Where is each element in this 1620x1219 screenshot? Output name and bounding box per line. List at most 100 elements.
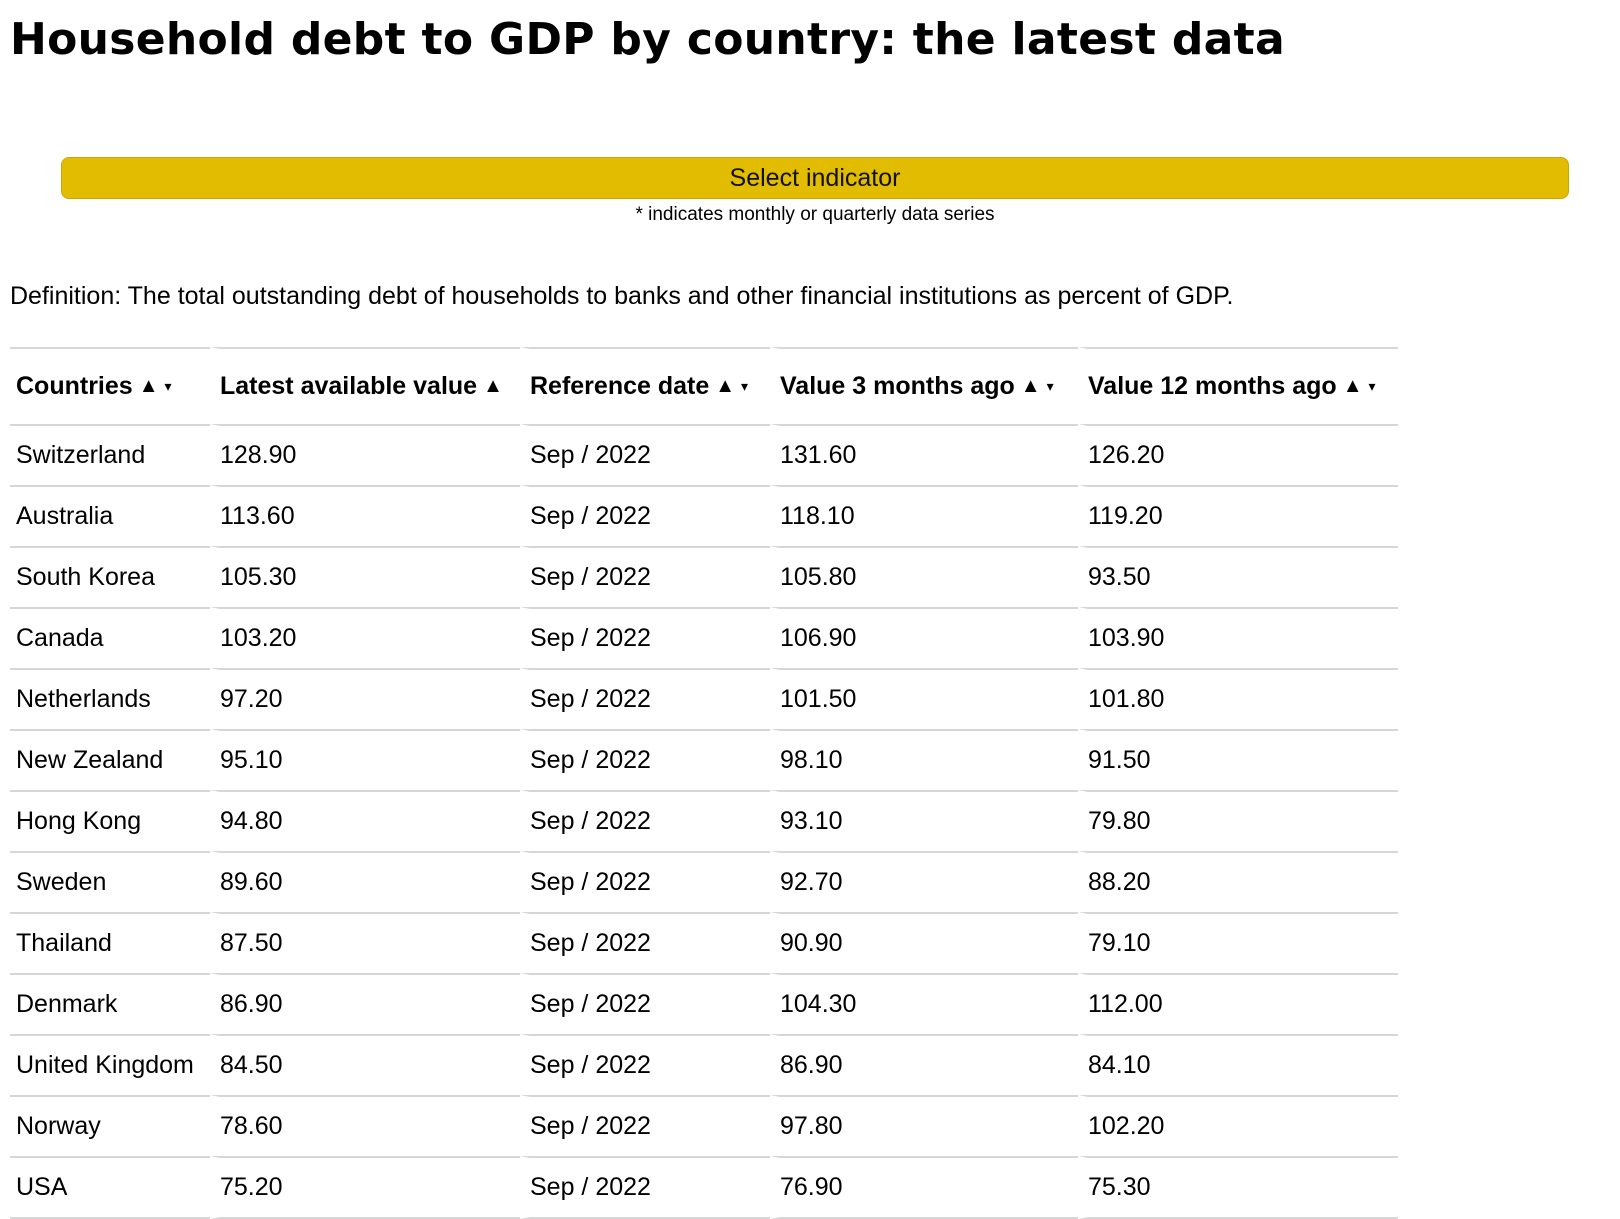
table-row: Australia 113.60 Sep / 2022 118.10 119.2…	[10, 485, 1398, 546]
household-debt-table: Countries ▲ ▾ Latest available value ▲ R…	[10, 347, 1398, 1219]
table-row: Denmark 86.90 Sep / 2022 104.30 112.00	[10, 973, 1398, 1034]
sort-descending-icon[interactable]: ▾	[1046, 378, 1054, 394]
sort-ascending-icon[interactable]: ▲	[715, 375, 736, 397]
cell-country: Netherlands	[10, 668, 210, 729]
cell-country: New Zealand	[10, 729, 210, 790]
column-header-reference-date[interactable]: Reference date ▲ ▾	[520, 347, 770, 424]
cell-value-12-months: 75.30	[1078, 1156, 1398, 1219]
cell-latest-value: 113.60	[210, 485, 520, 546]
cell-country: Australia	[10, 485, 210, 546]
cell-reference-date: Sep / 2022	[520, 973, 770, 1034]
column-header-label: Reference date	[530, 372, 710, 400]
indicator-definition: Definition: The total outstanding debt o…	[10, 282, 1234, 310]
cell-value-12-months: 79.10	[1078, 912, 1398, 973]
cell-country: Norway	[10, 1095, 210, 1156]
cell-value-3-months: 106.90	[770, 607, 1078, 668]
cell-latest-value: 86.90	[210, 973, 520, 1034]
table-row: USA 75.20 Sep / 2022 76.90 75.30	[10, 1156, 1398, 1219]
cell-reference-date: Sep / 2022	[520, 1034, 770, 1095]
cell-country: USA	[10, 1156, 210, 1219]
column-header-latest-value[interactable]: Latest available value ▲	[210, 347, 520, 424]
cell-country: Switzerland	[10, 424, 210, 485]
sort-descending-icon[interactable]: ▾	[1368, 378, 1376, 394]
cell-latest-value: 95.10	[210, 729, 520, 790]
cell-country: Hong Kong	[10, 790, 210, 851]
column-header-label: Latest available value	[220, 372, 478, 400]
cell-country: South Korea	[10, 546, 210, 607]
cell-reference-date: Sep / 2022	[520, 607, 770, 668]
table-row: Sweden 89.60 Sep / 2022 92.70 88.20	[10, 851, 1398, 912]
column-header-label: Value 3 months ago	[780, 372, 1015, 400]
sort-ascending-icon[interactable]: ▲	[138, 375, 159, 397]
cell-value-3-months: 118.10	[770, 485, 1078, 546]
column-header-value-3-months[interactable]: Value 3 months ago ▲ ▾	[770, 347, 1078, 424]
cell-value-3-months: 93.10	[770, 790, 1078, 851]
cell-value-12-months: 91.50	[1078, 729, 1398, 790]
cell-latest-value: 105.30	[210, 546, 520, 607]
cell-reference-date: Sep / 2022	[520, 1095, 770, 1156]
cell-reference-date: Sep / 2022	[520, 546, 770, 607]
cell-reference-date: Sep / 2022	[520, 912, 770, 973]
cell-value-12-months: 112.00	[1078, 973, 1398, 1034]
cell-latest-value: 89.60	[210, 851, 520, 912]
cell-value-3-months: 131.60	[770, 424, 1078, 485]
cell-value-12-months: 79.80	[1078, 790, 1398, 851]
select-indicator-button[interactable]: Select indicator	[61, 157, 1569, 199]
cell-value-3-months: 104.30	[770, 973, 1078, 1034]
cell-latest-value: 94.80	[210, 790, 520, 851]
table-row: Netherlands 97.20 Sep / 2022 101.50 101.…	[10, 668, 1398, 729]
column-header-countries[interactable]: Countries ▲ ▾	[10, 347, 210, 424]
cell-latest-value: 128.90	[210, 424, 520, 485]
table-row: Norway 78.60 Sep / 2022 97.80 102.20	[10, 1095, 1398, 1156]
cell-reference-date: Sep / 2022	[520, 668, 770, 729]
page-title: Household debt to GDP by country: the la…	[10, 14, 1285, 65]
cell-value-12-months: 126.20	[1078, 424, 1398, 485]
cell-value-12-months: 103.90	[1078, 607, 1398, 668]
cell-reference-date: Sep / 2022	[520, 729, 770, 790]
cell-country: Canada	[10, 607, 210, 668]
table-row: New Zealand 95.10 Sep / 2022 98.10 91.50	[10, 729, 1398, 790]
cell-value-3-months: 90.90	[770, 912, 1078, 973]
cell-value-12-months: 101.80	[1078, 668, 1398, 729]
column-header-label: Countries	[16, 372, 133, 400]
cell-reference-date: Sep / 2022	[520, 1156, 770, 1219]
column-header-value-12-months[interactable]: Value 12 months ago ▲ ▾	[1078, 347, 1398, 424]
cell-country: Thailand	[10, 912, 210, 973]
column-header-label: Value 12 months ago	[1088, 372, 1337, 400]
cell-value-3-months: 105.80	[770, 546, 1078, 607]
table-row: United Kingdom 84.50 Sep / 2022 86.90 84…	[10, 1034, 1398, 1095]
cell-value-3-months: 86.90	[770, 1034, 1078, 1095]
cell-country: Denmark	[10, 973, 210, 1034]
cell-value-3-months: 98.10	[770, 729, 1078, 790]
table-row: South Korea 105.30 Sep / 2022 105.80 93.…	[10, 546, 1398, 607]
cell-latest-value: 87.50	[210, 912, 520, 973]
cell-reference-date: Sep / 2022	[520, 424, 770, 485]
cell-value-3-months: 97.80	[770, 1095, 1078, 1156]
table-header-row: Countries ▲ ▾ Latest available value ▲ R…	[10, 347, 1398, 424]
cell-value-12-months: 84.10	[1078, 1034, 1398, 1095]
cell-reference-date: Sep / 2022	[520, 851, 770, 912]
cell-latest-value: 75.20	[210, 1156, 520, 1219]
data-series-note: * indicates monthly or quarterly data se…	[635, 204, 995, 225]
sort-descending-icon[interactable]: ▾	[164, 378, 172, 394]
cell-value-12-months: 93.50	[1078, 546, 1398, 607]
cell-value-12-months: 88.20	[1078, 851, 1398, 912]
cell-latest-value: 103.20	[210, 607, 520, 668]
sort-ascending-icon[interactable]: ▲	[1020, 375, 1041, 397]
sort-ascending-icon[interactable]: ▲	[1342, 375, 1363, 397]
cell-reference-date: Sep / 2022	[520, 485, 770, 546]
table-row: Canada 103.20 Sep / 2022 106.90 103.90	[10, 607, 1398, 668]
cell-country: Sweden	[10, 851, 210, 912]
cell-value-3-months: 76.90	[770, 1156, 1078, 1219]
sort-ascending-icon[interactable]: ▲	[483, 375, 503, 397]
cell-latest-value: 84.50	[210, 1034, 520, 1095]
cell-value-12-months: 102.20	[1078, 1095, 1398, 1156]
cell-latest-value: 97.20	[210, 668, 520, 729]
cell-reference-date: Sep / 2022	[520, 790, 770, 851]
table-row: Hong Kong 94.80 Sep / 2022 93.10 79.80	[10, 790, 1398, 851]
table-row: Switzerland 128.90 Sep / 2022 131.60 126…	[10, 424, 1398, 485]
cell-value-12-months: 119.20	[1078, 485, 1398, 546]
sort-descending-icon[interactable]: ▾	[741, 378, 749, 394]
cell-latest-value: 78.60	[210, 1095, 520, 1156]
cell-country: United Kingdom	[10, 1034, 210, 1095]
